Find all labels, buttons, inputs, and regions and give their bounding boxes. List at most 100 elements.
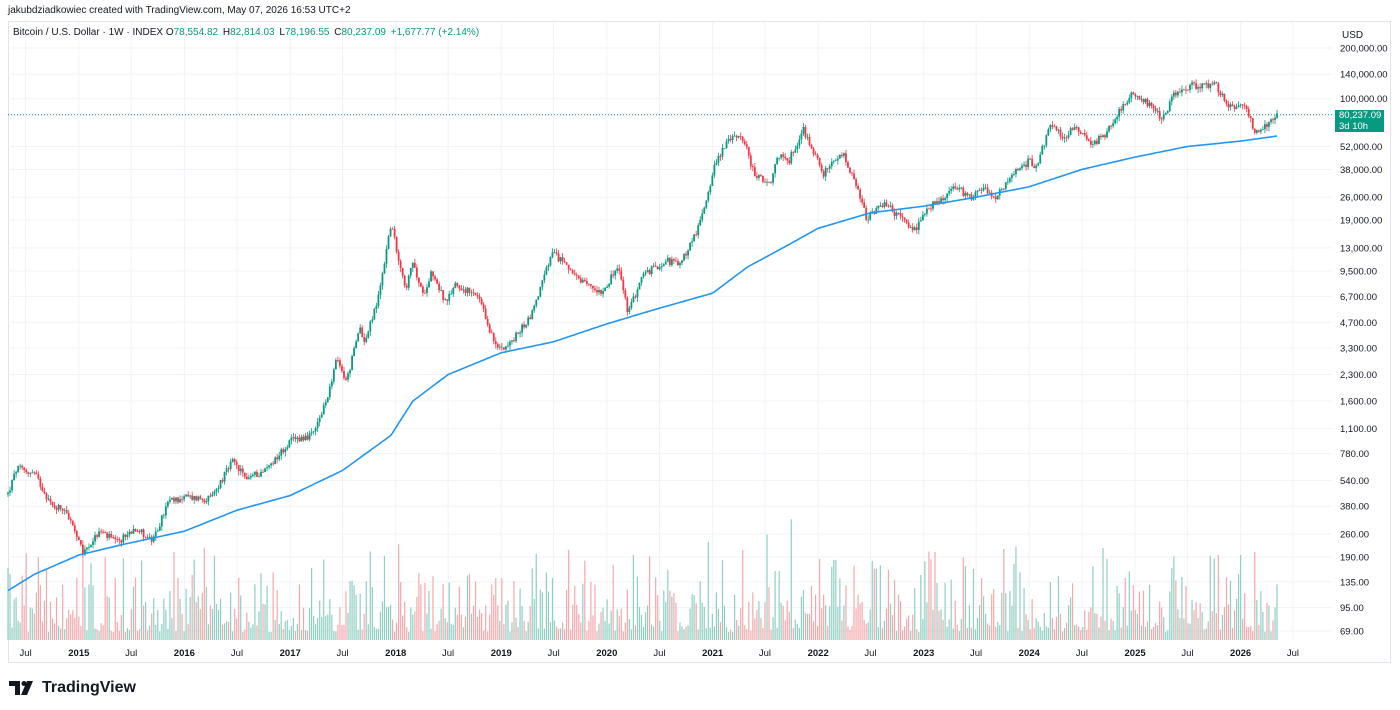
candle-body <box>527 317 530 325</box>
candle-body <box>901 216 904 218</box>
volume-bar <box>434 631 436 640</box>
volume-bar <box>1165 631 1167 640</box>
volume-bar <box>108 597 110 640</box>
volume-bar <box>167 629 169 640</box>
candle-body <box>907 222 910 228</box>
volume-bar <box>248 621 250 640</box>
volume-bar <box>529 606 531 640</box>
candle-body <box>1249 116 1252 119</box>
currency-label[interactable]: USD <box>1342 30 1364 41</box>
volume-bar <box>517 627 519 640</box>
volume-bar <box>982 596 985 640</box>
volume-bar <box>398 544 400 640</box>
candle-body <box>1011 174 1013 179</box>
candle-body <box>533 305 536 311</box>
candle-body <box>972 197 975 200</box>
candle-body <box>843 153 845 156</box>
volume-bar <box>942 619 944 640</box>
volume-bar <box>270 631 272 640</box>
candle-body <box>648 270 651 275</box>
volume-bar <box>649 555 651 640</box>
price-tick-label: 38,000.00 <box>1340 165 1382 176</box>
candle-body <box>996 195 999 200</box>
volume-bar <box>503 624 505 640</box>
volume-bar <box>594 584 596 640</box>
candle-body <box>21 465 24 468</box>
volume-bar <box>906 618 908 640</box>
candle-body <box>37 474 40 479</box>
volume-bar <box>1041 630 1043 640</box>
candle-body <box>915 227 918 230</box>
candle-body <box>942 198 944 201</box>
volume-bar <box>770 629 772 640</box>
candle-body <box>1053 126 1056 128</box>
volume-bar <box>701 602 703 640</box>
candle-body <box>75 531 78 538</box>
candle-body <box>622 279 625 291</box>
candle-body <box>1096 140 1098 144</box>
candle-body <box>970 194 973 200</box>
volume-bar <box>1130 610 1132 640</box>
candle-body <box>1172 92 1175 97</box>
volume-bar <box>689 608 691 640</box>
volume-bar <box>385 607 388 640</box>
tradingview-logo[interactable]: TradingView <box>9 678 136 698</box>
candle-body <box>201 498 204 500</box>
candle-body <box>383 263 386 274</box>
volume-bar <box>669 590 671 640</box>
candle-body <box>628 307 631 313</box>
candle-body <box>130 531 133 534</box>
candle-body <box>7 492 9 495</box>
volume-bar <box>387 606 390 640</box>
volume-bar <box>1005 593 1007 640</box>
candle-body <box>270 463 273 466</box>
candle-body <box>440 290 443 291</box>
volume-bar <box>86 630 88 640</box>
volume-bar <box>667 569 669 640</box>
volume-bar <box>740 608 742 640</box>
volume-bar <box>1136 613 1138 640</box>
volume-bar <box>1270 631 1272 640</box>
volume-bar <box>731 631 734 640</box>
candle-body <box>1087 139 1090 141</box>
volume-bar <box>910 630 912 640</box>
volume-bar <box>262 603 264 640</box>
volume-bar <box>902 630 904 640</box>
symbol-legend: Bitcoin / U.S. Dollar · 1W · INDEX O78,5… <box>13 27 481 38</box>
candle-body <box>606 286 609 288</box>
candle-body <box>644 272 647 274</box>
candle-body <box>753 167 756 177</box>
candle-body <box>774 164 776 174</box>
volume-bar <box>1244 593 1246 640</box>
volume-bar <box>323 559 325 640</box>
volume-bar <box>1021 631 1023 640</box>
volume-bar <box>466 575 469 640</box>
volume-bar <box>1157 624 1159 640</box>
volume-bar <box>221 624 224 640</box>
volume-bar <box>35 592 37 640</box>
volume-bar <box>1173 556 1175 640</box>
volume-bar <box>936 582 938 640</box>
volume-bar <box>604 621 606 640</box>
volume-bar <box>1227 604 1230 640</box>
volume-bar <box>642 627 645 640</box>
candle-body <box>247 477 250 480</box>
volume-bar <box>948 619 950 640</box>
volume-bar <box>651 624 653 640</box>
candle-body <box>776 158 779 165</box>
volume-bar <box>835 559 837 640</box>
volume-bar <box>308 608 311 640</box>
volume-bar <box>1090 607 1092 640</box>
candle-body <box>826 167 829 169</box>
candle-body <box>1091 144 1094 145</box>
volume-bar <box>426 613 428 640</box>
candle-body <box>766 181 768 183</box>
candle-body <box>375 305 378 310</box>
volume-bar <box>970 627 973 640</box>
volume-bar <box>9 573 11 640</box>
volume-bar <box>327 614 329 640</box>
candle-body <box>814 154 817 156</box>
candle-body <box>1136 95 1139 97</box>
candle-body <box>656 266 659 270</box>
